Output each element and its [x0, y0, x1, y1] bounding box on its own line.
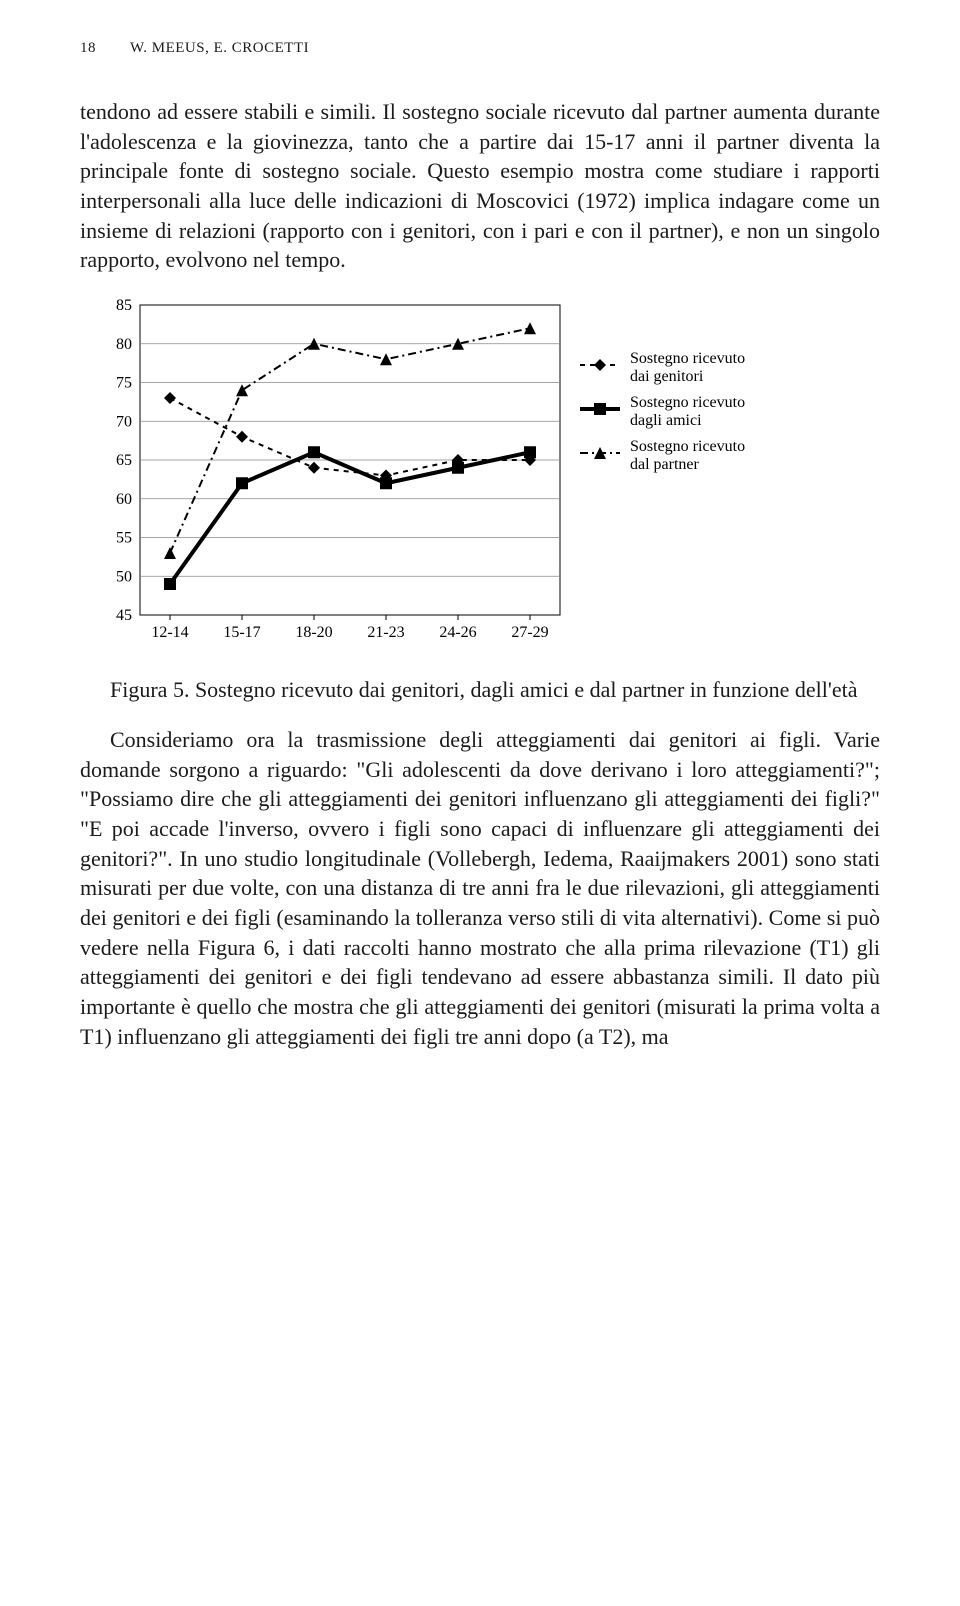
svg-text:15-17: 15-17	[223, 624, 260, 641]
header-authors: W. MEEUS, E. CROCETTI	[130, 40, 309, 56]
page-header: 18 W. MEEUS, E. CROCETTI	[80, 40, 880, 57]
svg-text:Sostegno ricevuto: Sostegno ricevuto	[630, 394, 745, 411]
page-number: 18	[80, 40, 96, 56]
svg-text:65: 65	[116, 452, 132, 469]
svg-text:55: 55	[116, 530, 132, 547]
svg-text:85: 85	[116, 297, 132, 314]
paragraph-1: tendono ad essere stabili e simili. Il s…	[80, 97, 880, 275]
svg-text:60: 60	[116, 491, 132, 508]
svg-text:75: 75	[116, 375, 132, 392]
figure-caption: Figura 5. Sostegno ricevuto dai genitori…	[80, 675, 880, 705]
svg-text:dagli amici: dagli amici	[630, 412, 702, 429]
svg-text:50: 50	[116, 568, 132, 585]
line-chart: 45 50 55 60 65 70 75 80 85 12-14 15-17 18-20 21-23 24…	[80, 295, 880, 655]
svg-text:45: 45	[116, 607, 132, 624]
svg-text:80: 80	[116, 336, 132, 353]
svg-text:27-29: 27-29	[511, 624, 548, 641]
svg-text:Sostegno ricevuto: Sostegno ricevuto	[630, 350, 745, 367]
svg-text:18-20: 18-20	[295, 624, 332, 641]
svg-text:12-14: 12-14	[151, 624, 188, 641]
svg-text:dai genitori: dai genitori	[630, 368, 704, 385]
figure-5: 45 50 55 60 65 70 75 80 85 12-14 15-17 18-20 21-23 24…	[80, 295, 880, 655]
paragraph-2: Consideriamo ora la trasmissione degli a…	[80, 725, 880, 1052]
page: 18 W. MEEUS, E. CROCETTI tendono ad esse…	[0, 0, 960, 1131]
svg-text:24-26: 24-26	[439, 624, 476, 641]
svg-text:21-23: 21-23	[367, 624, 404, 641]
svg-text:70: 70	[116, 413, 132, 430]
svg-text:dal partner: dal partner	[630, 456, 700, 473]
svg-text:Sostegno ricevuto: Sostegno ricevuto	[630, 438, 745, 455]
